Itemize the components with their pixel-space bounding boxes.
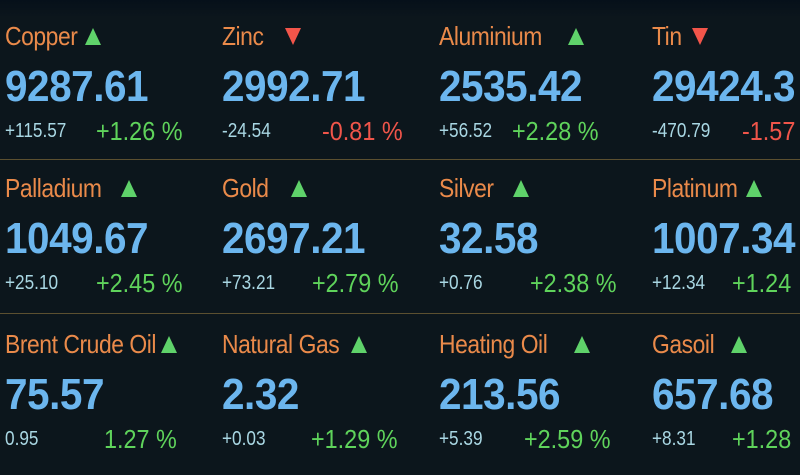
commodity-change: +0.76 — [439, 272, 483, 294]
triangle-up-icon — [513, 179, 530, 197]
commodity-percent-change: -0.81 % — [322, 116, 403, 146]
commodity-price: 75.57 — [5, 370, 105, 419]
ticker-tile-heating-oil: Heating Oil 213.56 +5.39 +2.59 % — [439, 314, 649, 475]
commodity-percent-change: +2.79 % — [312, 268, 399, 298]
commodity-percent-change: +1.24 — [732, 268, 792, 298]
triangle-down-icon — [691, 27, 708, 45]
ticker-tile-tin: Tin 29424.3 -470.79 -1.57 — [652, 0, 800, 159]
ticker-tile-copper: Copper 9287.61 +115.57 +1.26 % — [5, 0, 215, 159]
commodity-change: +115.57 — [5, 120, 67, 142]
triangle-up-icon — [85, 27, 102, 45]
triangle-up-icon — [574, 335, 591, 353]
ticker-tile-gasoil: Gasoil 657.68 +8.31 +1.28 — [652, 314, 800, 475]
triangle-up-icon — [730, 335, 747, 353]
commodity-price: 1007.34 — [652, 214, 796, 263]
ticker-header: Gasoil — [652, 328, 747, 360]
commodity-percent-change: 1.27 % — [104, 424, 177, 454]
triangle-up-icon — [290, 179, 307, 197]
commodity-name: Brent Crude Oil — [5, 328, 157, 359]
commodity-percent-change: +2.59 % — [524, 424, 611, 454]
ticker-tile-palladium: Palladium 1049.67 +25.10 +2.45 % — [5, 160, 215, 313]
commodity-price: 2992.71 — [222, 62, 366, 111]
commodity-name: Copper — [5, 20, 78, 51]
commodity-change: +12.34 — [652, 272, 706, 294]
ticker-header: Zinc — [222, 20, 302, 52]
commodity-percent-change: +2.28 % — [512, 116, 599, 146]
row-divider — [0, 313, 800, 314]
commodity-change: -470.79 — [652, 120, 711, 142]
commodity-change: +25.10 — [5, 272, 59, 294]
commodity-percent-change: +1.28 — [732, 424, 792, 454]
ticker-header: Brent Crude Oil — [5, 328, 177, 360]
ticker-tile-natural-gas: Natural Gas 2.32 +0.03 +1.29 % — [222, 314, 432, 475]
commodity-change: +5.39 — [439, 428, 483, 450]
commodity-name: Heating Oil — [439, 328, 548, 359]
ticker-tile-brent-crude-oil: Brent Crude Oil 75.57 0.95 1.27 % — [5, 314, 215, 475]
ticker-tile-zinc: Zinc 2992.71 -24.54 -0.81 % — [222, 0, 432, 159]
commodity-price: 2535.42 — [439, 62, 583, 111]
commodity-name: Tin — [652, 20, 682, 51]
ticker-header: Gold — [222, 172, 307, 204]
ticker-header: Platinum — [652, 172, 763, 204]
commodity-price: 2697.21 — [222, 214, 366, 263]
commodity-name: Natural Gas — [222, 328, 340, 359]
commodity-percent-change: +2.38 % — [530, 268, 617, 298]
ticker-header: Copper — [5, 20, 102, 52]
triangle-up-icon — [567, 27, 584, 45]
commodity-name: Platinum — [652, 172, 738, 203]
ticker-header: Silver — [439, 172, 530, 204]
commodity-change: +73.21 — [222, 272, 276, 294]
commodity-name: Aluminium — [439, 20, 542, 51]
commodity-percent-change: -1.57 — [742, 116, 796, 146]
commodity-price: 657.68 — [652, 370, 774, 419]
commodity-name: Zinc — [222, 20, 264, 51]
triangle-up-icon — [160, 335, 177, 353]
commodity-name: Silver — [439, 172, 494, 203]
ticker-header: Aluminium — [439, 20, 584, 52]
ticker-row-precious-metals: Palladium 1049.67 +25.10 +2.45 % Gold 26… — [0, 160, 800, 313]
commodity-percent-change: +1.29 % — [311, 424, 398, 454]
ticker-tile-aluminium: Aluminium 2535.42 +56.52 +2.28 % — [439, 0, 649, 159]
commodity-name: Gasoil — [652, 328, 715, 359]
triangle-up-icon — [351, 335, 368, 353]
commodity-change: 0.95 — [5, 428, 39, 450]
ticker-tile-gold: Gold 2697.21 +73.21 +2.79 % — [222, 160, 432, 313]
triangle-up-icon — [746, 179, 763, 197]
triangle-up-icon — [120, 179, 137, 197]
ticker-header: Natural Gas — [222, 328, 368, 360]
commodity-price: 213.56 — [439, 370, 561, 419]
commodity-price: 1049.67 — [5, 214, 149, 263]
commodity-change: +8.31 — [652, 428, 696, 450]
commodity-price: 9287.61 — [5, 62, 149, 111]
commodity-price: 2.32 — [222, 370, 299, 419]
ticker-tile-silver: Silver 32.58 +0.76 +2.38 % — [439, 160, 649, 313]
ticker-tile-platinum: Platinum 1007.34 +12.34 +1.24 — [652, 160, 800, 313]
commodity-change: -24.54 — [222, 120, 271, 142]
commodity-name: Gold — [222, 172, 269, 203]
commodity-change: +0.03 — [222, 428, 266, 450]
ticker-header: Heating Oil — [439, 328, 591, 360]
commodity-price: 32.58 — [439, 214, 539, 263]
commodity-change: +56.52 — [439, 120, 493, 142]
commodity-percent-change: +2.45 % — [96, 268, 183, 298]
ticker-header: Palladium — [5, 172, 137, 204]
commodity-price: 29424.3 — [652, 62, 796, 111]
commodity-percent-change: +1.26 % — [96, 116, 183, 146]
ticker-row-base-metals: Copper 9287.61 +115.57 +1.26 % Zinc 2992… — [0, 0, 800, 159]
commodity-name: Palladium — [5, 172, 102, 203]
ticker-row-energy: Brent Crude Oil 75.57 0.95 1.27 % Natura… — [0, 314, 800, 475]
ticker-header: Tin — [652, 20, 708, 52]
triangle-down-icon — [285, 27, 302, 45]
row-divider — [0, 159, 800, 160]
